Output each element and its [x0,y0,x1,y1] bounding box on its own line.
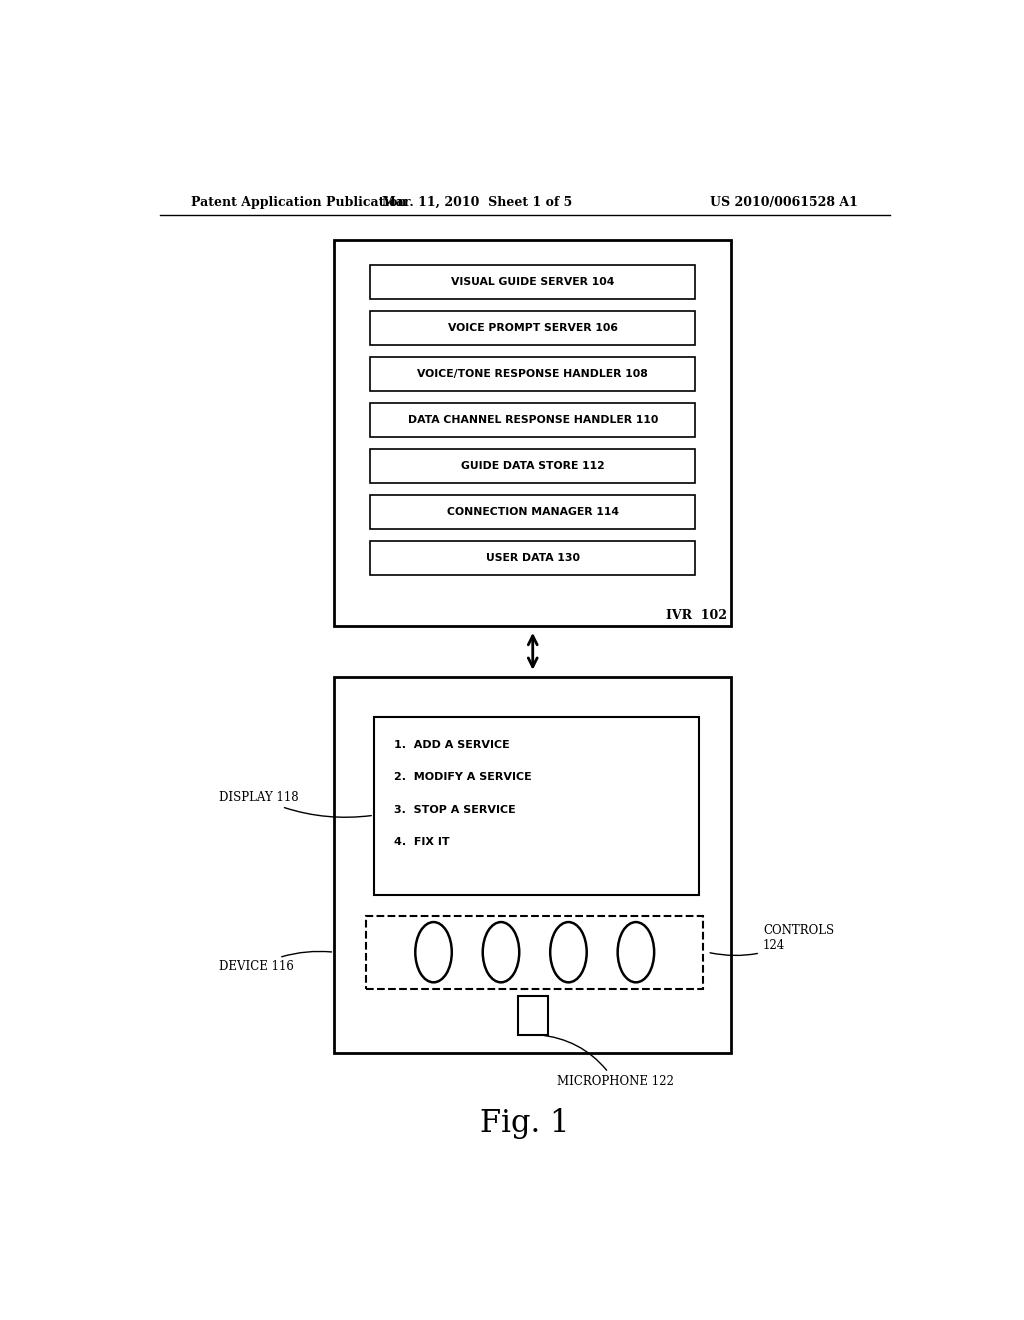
Text: USER DATA 130: USER DATA 130 [485,553,580,564]
Bar [334,677,731,1053]
Text: VOICE PROMPT SERVER 106: VOICE PROMPT SERVER 106 [447,323,617,333]
Text: IVR  102: IVR 102 [667,609,727,622]
Bar [370,541,695,576]
Text: MICROPHONE 122: MICROPHONE 122 [539,1035,674,1088]
Bar [370,495,695,529]
Bar [367,916,703,989]
Bar [370,312,695,345]
Text: CONNECTION MANAGER 114: CONNECTION MANAGER 114 [446,507,618,517]
Text: DISPLAY 118: DISPLAY 118 [219,791,372,817]
Text: Patent Application Publication: Patent Application Publication [191,195,407,209]
Text: 2.  MODIFY A SERVICE: 2. MODIFY A SERVICE [394,772,531,783]
Text: 4.  FIX IT: 4. FIX IT [394,837,450,847]
Bar [334,240,731,626]
Text: DATA CHANNEL RESPONSE HANDLER 110: DATA CHANNEL RESPONSE HANDLER 110 [408,414,658,425]
Bar [370,358,695,391]
Text: VISUAL GUIDE SERVER 104: VISUAL GUIDE SERVER 104 [451,277,614,286]
Bar [370,449,695,483]
Text: Mar. 11, 2010  Sheet 1 of 5: Mar. 11, 2010 Sheet 1 of 5 [382,195,572,209]
Text: 1.  ADD A SERVICE: 1. ADD A SERVICE [394,739,510,750]
Bar [370,265,695,298]
Text: US 2010/0061528 A1: US 2010/0061528 A1 [711,195,858,209]
Text: VOICE/TONE RESPONSE HANDLER 108: VOICE/TONE RESPONSE HANDLER 108 [418,370,648,379]
Text: Fig. 1: Fig. 1 [480,1109,569,1139]
Text: CONTROLS
124: CONTROLS 124 [710,924,834,956]
Bar [518,995,548,1035]
Text: DEVICE 116: DEVICE 116 [219,952,332,973]
Text: GUIDE DATA STORE 112: GUIDE DATA STORE 112 [461,461,604,471]
Text: 3.  STOP A SERVICE: 3. STOP A SERVICE [394,805,516,814]
Bar [370,403,695,437]
Bar [374,718,699,895]
